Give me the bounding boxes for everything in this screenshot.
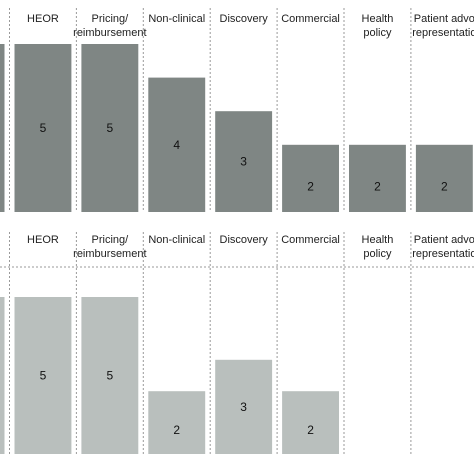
category-label: HEOR	[27, 234, 59, 246]
bar	[215, 359, 273, 454]
value-label: 5	[40, 121, 47, 135]
value-label: 3	[240, 155, 247, 169]
bar	[349, 144, 406, 212]
value-label: 2	[441, 179, 448, 193]
top-panel: yHEOR5Pricing/reimbursement5Non-clinical…	[0, 8, 474, 212]
bottom-panel: yHEOR5Pricing/reimbursement5Non-clinical…	[0, 232, 474, 454]
category-label: Discovery	[220, 234, 269, 246]
value-label: 5	[107, 369, 114, 383]
bar	[148, 391, 206, 454]
value-label: 2	[307, 179, 314, 193]
value-label: 5	[40, 369, 47, 383]
bar	[282, 391, 339, 454]
value-label: 2	[307, 423, 314, 437]
bar	[148, 77, 206, 212]
bar	[415, 144, 473, 212]
value-label: 3	[240, 400, 247, 414]
bar	[0, 44, 5, 212]
bar	[14, 297, 72, 454]
bar	[215, 111, 273, 212]
value-label: 4	[173, 138, 180, 152]
category-label: Commercial	[281, 234, 340, 246]
bar	[0, 297, 5, 454]
category-label: Pricing/reimbursement	[73, 13, 146, 39]
category-label: Pricing/reimbursement	[73, 234, 146, 260]
value-label: 2	[374, 179, 381, 193]
category-label: Non-clinical	[148, 234, 205, 246]
bar	[14, 44, 72, 212]
category-label: Health policy	[362, 234, 394, 260]
category-label: HEOR	[27, 13, 59, 25]
bar	[81, 44, 139, 212]
value-label: 2	[173, 423, 180, 437]
category-label: Discovery	[220, 13, 269, 25]
category-label: Commercial	[281, 13, 340, 25]
bar	[81, 297, 139, 454]
category-label: Patient advo representatio	[412, 13, 474, 39]
category-label: Non-clinical	[148, 13, 205, 25]
category-label: Health policy	[362, 13, 394, 39]
value-label: 5	[107, 121, 114, 135]
category-label: Patient advo representatio	[412, 234, 474, 260]
bar	[282, 144, 339, 212]
